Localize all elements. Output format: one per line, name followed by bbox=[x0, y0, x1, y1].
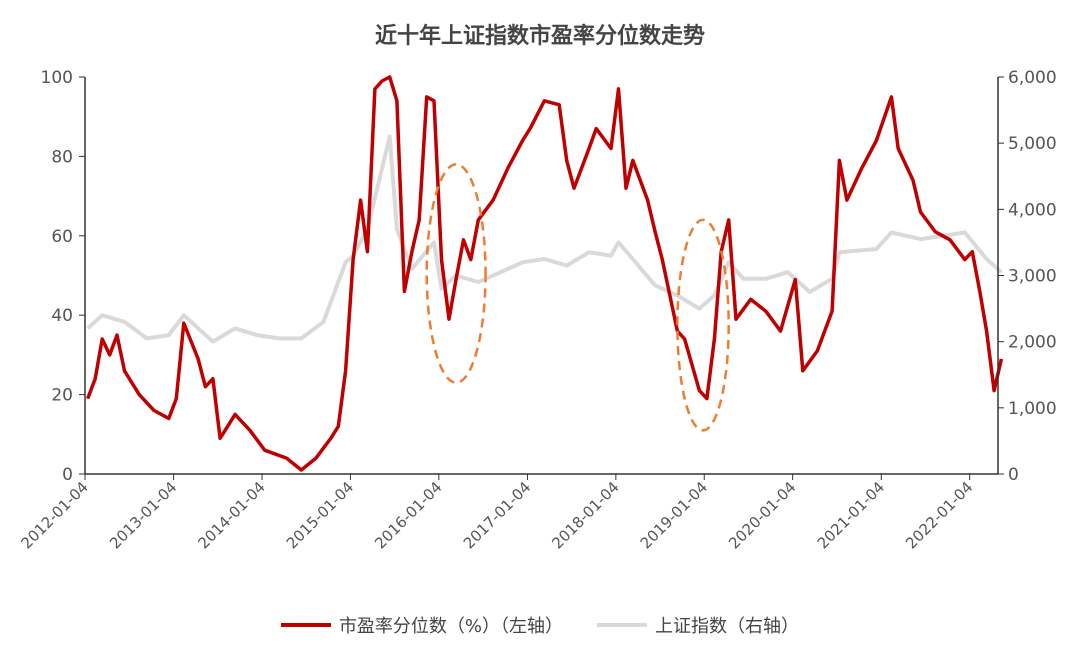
right-tick-label: 5,000 bbox=[1008, 134, 1057, 154]
x-tick-label: 2021-01-04 bbox=[814, 478, 888, 552]
x-tick-label: 2017-01-04 bbox=[460, 478, 534, 552]
legend: 市盈率分位数（%）（左轴） 上证指数（右轴） bbox=[0, 612, 1080, 638]
legend-label-index: 上证指数（右轴） bbox=[655, 616, 800, 637]
x-tick-label: 2016-01-04 bbox=[371, 478, 445, 552]
annotation-ellipse-0 bbox=[425, 163, 487, 384]
x-tick-label: 2012-01-04 bbox=[17, 478, 91, 552]
x-tick-label: 2020-01-04 bbox=[725, 478, 799, 552]
right-tick-label: 2,000 bbox=[1008, 333, 1057, 353]
chart-title: 近十年上证指数市盈率分位数走势 bbox=[374, 24, 705, 49]
legend-swatch-pe bbox=[280, 623, 331, 627]
x-tick-label: 2015-01-04 bbox=[283, 478, 357, 552]
right-tick-label: 1,000 bbox=[1008, 399, 1057, 419]
left-tick-label: 60 bbox=[51, 227, 73, 247]
legend-label-pe: 市盈率分位数（%）（左轴） bbox=[338, 616, 564, 637]
right-tick-label: 0 bbox=[1008, 465, 1019, 485]
x-tick-label: 2019-01-04 bbox=[637, 478, 711, 552]
series-line-0 bbox=[86, 75, 1004, 472]
x-tick-label: 2014-01-04 bbox=[194, 478, 268, 552]
left-tick-label: 40 bbox=[51, 306, 73, 326]
left-tick-label: 100 bbox=[41, 68, 73, 88]
series-line-1 bbox=[86, 134, 1003, 344]
right-tick-label: 6,000 bbox=[1008, 68, 1057, 88]
x-tick-label: 2013-01-04 bbox=[106, 478, 180, 552]
x-tick-label: 2022-01-04 bbox=[902, 478, 976, 552]
right-tick-label: 4,000 bbox=[1008, 200, 1057, 220]
right-tick-label: 3,000 bbox=[1008, 267, 1057, 287]
legend-item-index: 上证指数（右轴） bbox=[597, 612, 799, 638]
legend-item-pe: 市盈率分位数（%）（左轴） bbox=[280, 612, 564, 638]
left-tick-label: 0 bbox=[62, 465, 73, 485]
left-tick-label: 80 bbox=[51, 147, 73, 167]
annotation-ellipse-1 bbox=[676, 218, 730, 432]
x-tick-label: 2018-01-04 bbox=[548, 478, 622, 552]
left-tick-label: 20 bbox=[51, 386, 73, 406]
legend-swatch-index bbox=[597, 623, 648, 627]
